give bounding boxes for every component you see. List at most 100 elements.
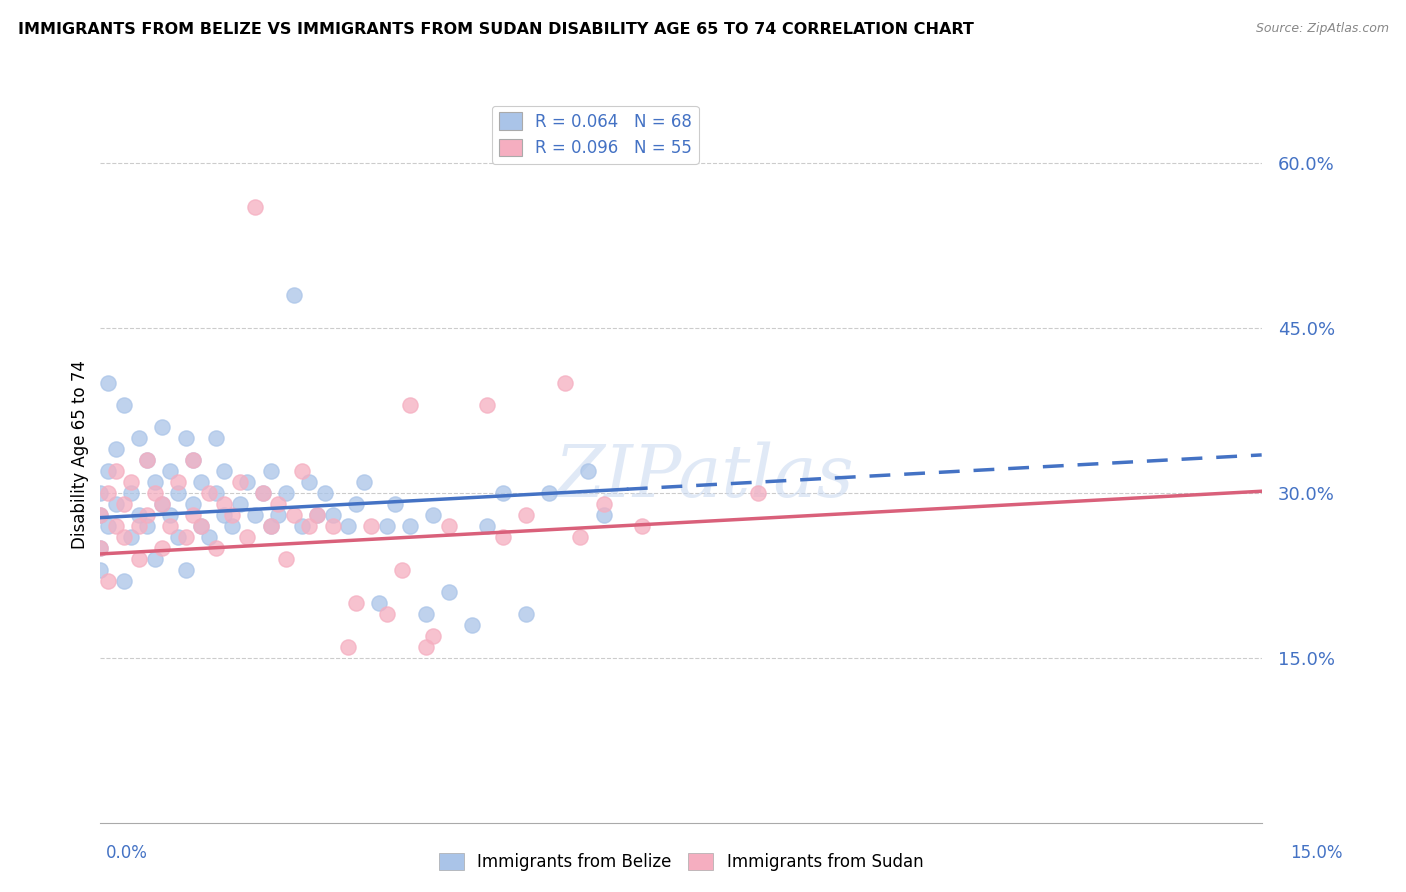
- Point: [89, 486, 111, 500]
- Point: [461, 618, 484, 632]
- Point: [221, 508, 243, 523]
- Point: [399, 398, 422, 412]
- Point: [181, 453, 204, 467]
- Point: [135, 453, 157, 467]
- Point: [322, 519, 344, 533]
- Point: [205, 486, 228, 500]
- Point: [150, 541, 173, 556]
- Point: [212, 508, 235, 523]
- Point: [260, 519, 283, 533]
- Point: [576, 465, 599, 479]
- Point: [97, 519, 120, 533]
- Point: [437, 585, 460, 599]
- Point: [97, 486, 120, 500]
- Point: [228, 498, 250, 512]
- Point: [112, 498, 135, 512]
- Point: [190, 519, 212, 533]
- Point: [112, 574, 135, 589]
- Point: [322, 508, 344, 523]
- Point: [368, 597, 391, 611]
- Point: [276, 552, 298, 566]
- Point: [135, 453, 157, 467]
- Point: [97, 574, 120, 589]
- Point: [128, 508, 150, 523]
- Point: [260, 519, 283, 533]
- Point: [437, 519, 460, 533]
- Point: [554, 376, 576, 391]
- Point: [252, 486, 274, 500]
- Point: [112, 398, 135, 412]
- Legend: R = 0.064   N = 68, R = 0.096   N = 55: R = 0.064 N = 68, R = 0.096 N = 55: [492, 106, 699, 164]
- Point: [477, 398, 499, 412]
- Point: [159, 508, 181, 523]
- Point: [89, 508, 111, 523]
- Point: [337, 519, 360, 533]
- Point: [353, 475, 375, 490]
- Point: [89, 564, 111, 578]
- Point: [89, 541, 111, 556]
- Point: [260, 465, 283, 479]
- Point: [166, 475, 188, 490]
- Point: [205, 431, 228, 445]
- Text: IMMIGRANTS FROM BELIZE VS IMMIGRANTS FROM SUDAN DISABILITY AGE 65 TO 74 CORRELAT: IMMIGRANTS FROM BELIZE VS IMMIGRANTS FRO…: [18, 22, 974, 37]
- Point: [150, 498, 173, 512]
- Text: ZIPatlas: ZIPatlas: [554, 442, 853, 512]
- Point: [135, 508, 157, 523]
- Point: [236, 475, 259, 490]
- Point: [307, 508, 329, 523]
- Y-axis label: Disability Age 65 to 74: Disability Age 65 to 74: [72, 360, 89, 549]
- Point: [97, 465, 120, 479]
- Point: [314, 486, 336, 500]
- Point: [128, 519, 150, 533]
- Point: [592, 498, 614, 512]
- Point: [422, 630, 444, 644]
- Point: [267, 508, 290, 523]
- Point: [337, 640, 360, 655]
- Point: [747, 486, 769, 500]
- Point: [181, 453, 204, 467]
- Point: [104, 442, 127, 457]
- Point: [104, 465, 127, 479]
- Text: Source: ZipAtlas.com: Source: ZipAtlas.com: [1256, 22, 1389, 36]
- Point: [492, 531, 515, 545]
- Point: [104, 519, 127, 533]
- Point: [120, 486, 142, 500]
- Point: [221, 519, 243, 533]
- Point: [112, 531, 135, 545]
- Point: [267, 498, 290, 512]
- Point: [174, 431, 197, 445]
- Point: [307, 508, 329, 523]
- Point: [298, 475, 321, 490]
- Point: [120, 531, 142, 545]
- Point: [205, 541, 228, 556]
- Point: [212, 498, 235, 512]
- Point: [97, 376, 120, 391]
- Point: [515, 508, 537, 523]
- Point: [120, 475, 142, 490]
- Point: [631, 519, 654, 533]
- Point: [190, 519, 212, 533]
- Text: 15.0%: 15.0%: [1291, 844, 1343, 862]
- Point: [143, 486, 166, 500]
- Point: [174, 531, 197, 545]
- Point: [197, 531, 219, 545]
- Point: [159, 519, 181, 533]
- Point: [128, 552, 150, 566]
- Point: [104, 498, 127, 512]
- Point: [89, 508, 111, 523]
- Point: [89, 541, 111, 556]
- Point: [477, 519, 499, 533]
- Point: [197, 486, 219, 500]
- Point: [415, 607, 437, 622]
- Point: [150, 498, 173, 512]
- Point: [252, 486, 274, 500]
- Point: [344, 498, 367, 512]
- Point: [415, 640, 437, 655]
- Point: [143, 552, 166, 566]
- Point: [150, 420, 173, 434]
- Point: [399, 519, 422, 533]
- Point: [538, 486, 561, 500]
- Point: [159, 465, 181, 479]
- Point: [135, 519, 157, 533]
- Point: [190, 475, 212, 490]
